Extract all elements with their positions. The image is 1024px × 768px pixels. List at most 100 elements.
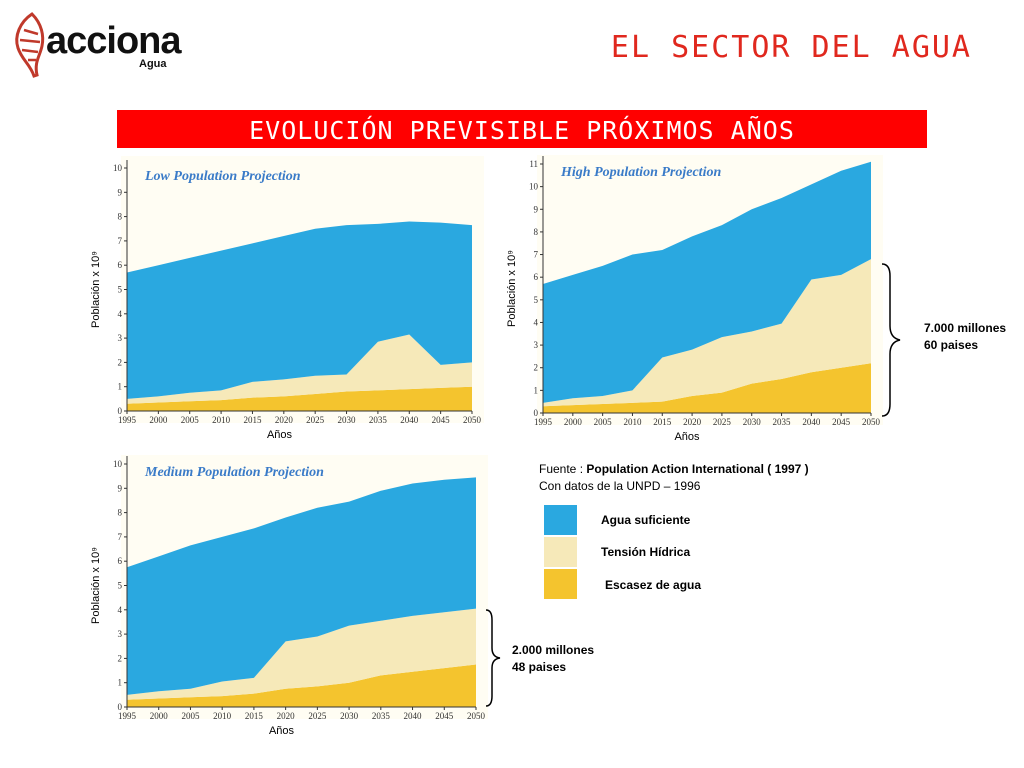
low-ytick-label: 1 xyxy=(118,382,123,392)
high-ytick-label: 1 xyxy=(534,385,539,395)
medium-xtick-label: 2050 xyxy=(467,711,486,721)
source-line-2: Con datos de la UNPD – 1996 xyxy=(539,479,701,493)
low-ytick-label: 10 xyxy=(113,163,123,173)
low-projection-chart: 0 1 2 3 4 5 6 7 8 9 10 1995 2000 2005 2010 2015 2020 2025… xyxy=(90,156,484,441)
medium-xtick-label: 2010 xyxy=(213,711,232,721)
medium-title: Medium Population Projection xyxy=(144,465,324,480)
legend-label-agua-suficiente: Agua suficiente xyxy=(601,513,691,527)
high-area-agua-suficiente xyxy=(543,161,871,403)
legend-swatch-agua-suficiente xyxy=(544,505,577,535)
medium-area-tension-hidrica xyxy=(127,608,476,700)
high-projection-chart: 0 1 2 3 4 5 6 7 8 9 10 11 1995 2000 2005 2010 2015 2020 20… xyxy=(506,155,883,443)
legend-label-escasez: Escasez de agua xyxy=(605,578,702,592)
high-xtick-label: 2015 xyxy=(653,417,672,427)
low-ytick-label: 6 xyxy=(118,260,123,270)
low-xtick-label: 1995 xyxy=(118,415,137,425)
low-xtick-label: 2040 xyxy=(400,415,419,425)
low-ytick-label: 4 xyxy=(118,309,123,319)
medium-annotation: 2.000 millones 48 paises xyxy=(512,642,594,676)
medium-ytick-label: 7 xyxy=(118,532,123,542)
high-annotation-line1: 7.000 millones xyxy=(924,321,1007,335)
medium-xtick-label: 1995 xyxy=(118,711,137,721)
high-xtick-label: 2010 xyxy=(623,417,642,427)
logo-wordmark: acciona xyxy=(46,20,182,62)
medium-xtick-label: 2040 xyxy=(404,711,423,721)
medium-xtick-label: 2035 xyxy=(372,711,391,721)
low-ytick-label: 3 xyxy=(118,333,123,343)
low-ytick-label: 7 xyxy=(118,236,123,246)
source-org: Population Action International ( 1997 ) xyxy=(586,462,809,476)
source-prefix: Fuente : xyxy=(539,462,587,476)
medium-xtick-label: 2030 xyxy=(340,711,359,721)
slide-title: EL SECTOR DEL AGUA xyxy=(610,30,972,65)
low-area-tension-hidrica xyxy=(127,334,472,404)
low-title: Low Population Projection xyxy=(144,169,301,184)
medium-brace xyxy=(485,609,501,707)
low-area-escasez xyxy=(127,386,472,411)
acciona-logo: acciona Agua xyxy=(0,0,182,88)
source-line-1: Fuente : Population Action International… xyxy=(539,462,809,476)
high-ytick-label: 2 xyxy=(534,363,539,373)
low-xtick-label: 2025 xyxy=(306,415,325,425)
medium-xtick-label: 2025 xyxy=(308,711,327,721)
banner-text: EVOLUCIÓN PREVISIBLE PRÓXIMOS AÑOS xyxy=(249,116,795,145)
medium-ytick-label: 0 xyxy=(118,702,123,712)
low-ytick-label: 8 xyxy=(118,212,123,222)
medium-ytick-label: 6 xyxy=(118,556,123,566)
medium-area-agua-suficiente xyxy=(127,477,476,695)
medium-xtick-label: 2005 xyxy=(181,711,200,721)
high-ytick-label: 10 xyxy=(529,182,539,192)
low-xtick-label: 2020 xyxy=(275,415,294,425)
medium-ylabel: Población x 10⁹ xyxy=(90,547,102,624)
low-area-agua-suficiente xyxy=(127,221,472,399)
low-xtick-label: 2005 xyxy=(181,415,200,425)
medium-ytick-label: 4 xyxy=(118,605,123,615)
medium-xtick-label: 2015 xyxy=(245,711,264,721)
high-ytick-label: 0 xyxy=(534,408,539,418)
medium-ytick-label: 1 xyxy=(118,678,123,688)
medium-ytick-label: 9 xyxy=(118,483,123,493)
low-xtick-label: 2030 xyxy=(338,415,357,425)
high-xtick-label: 2045 xyxy=(832,417,851,427)
medium-projection-chart: 0 1 2 3 4 5 6 7 8 9 10 1995 2000 2005 2010 2015 2020 2025… xyxy=(90,455,488,737)
low-xtick-label: 2010 xyxy=(212,415,231,425)
medium-xtick-label: 2000 xyxy=(150,711,169,721)
high-ytick-label: 11 xyxy=(529,159,538,169)
low-xtick-label: 2045 xyxy=(432,415,451,425)
medium-xlabel: Años xyxy=(269,725,295,737)
low-xtick-label: 2000 xyxy=(149,415,168,425)
medium-ytick-label: 8 xyxy=(118,508,123,518)
medium-ytick-label: 10 xyxy=(113,459,123,469)
section-banner: EVOLUCIÓN PREVISIBLE PRÓXIMOS AÑOS xyxy=(117,110,927,148)
high-ytick-label: 3 xyxy=(534,340,539,350)
high-ytick-label: 9 xyxy=(534,204,539,214)
medium-xtick-label: 2020 xyxy=(277,711,296,721)
high-annotation: 7.000 millones 60 paises xyxy=(924,320,1006,354)
medium-annotation-line2: 48 paises xyxy=(512,660,567,674)
high-xtick-label: 2025 xyxy=(713,417,732,427)
high-xtick-label: 2000 xyxy=(564,417,583,427)
legend-swatch-escasez xyxy=(544,569,577,599)
leaf-logo-icon xyxy=(15,12,45,78)
low-xlabel: Años xyxy=(267,429,293,441)
low-ytick-label: 2 xyxy=(118,357,123,367)
high-title: High Population Projection xyxy=(560,165,721,180)
high-ytick-label: 6 xyxy=(534,272,539,282)
low-xtick-label: 2035 xyxy=(369,415,388,425)
high-ylabel: Población x 10⁹ xyxy=(506,250,518,327)
high-xtick-label: 2020 xyxy=(683,417,702,427)
high-xtick-label: 1995 xyxy=(534,417,553,427)
high-brace xyxy=(881,263,901,417)
low-xtick-label: 2050 xyxy=(463,415,482,425)
low-xtick-label: 2015 xyxy=(243,415,261,425)
logo-subtitle: Agua xyxy=(139,58,167,70)
high-xtick-label: 2030 xyxy=(743,417,762,427)
high-area-escasez xyxy=(543,363,871,413)
medium-area-escasez xyxy=(127,664,476,707)
legend-swatch-tension-hidrica xyxy=(544,537,577,567)
low-ylabel: Población x 10⁹ xyxy=(90,251,102,328)
medium-ytick-label: 2 xyxy=(118,653,123,663)
high-ytick-label: 8 xyxy=(534,227,539,237)
high-ytick-label: 5 xyxy=(534,295,539,305)
medium-ytick-label: 5 xyxy=(118,581,123,591)
